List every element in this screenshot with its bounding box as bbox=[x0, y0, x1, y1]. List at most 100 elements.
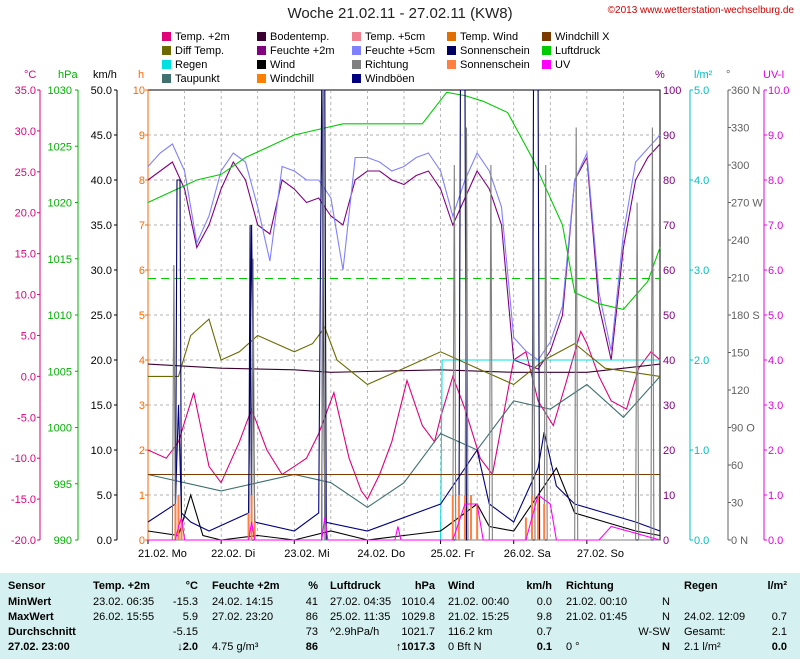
table-header: Wind bbox=[448, 580, 475, 592]
legend-item: Windchill bbox=[257, 73, 314, 85]
temp-tick-label: -5.0 bbox=[17, 412, 36, 424]
legend-label: Regen bbox=[175, 59, 208, 71]
legend-item: Windböen bbox=[352, 73, 415, 85]
legend-label: Feuchte +5cm bbox=[365, 45, 436, 57]
uv-tick-label: 4.0 bbox=[768, 355, 783, 367]
table-header: Luftdruck bbox=[330, 580, 381, 592]
table-row-label: 27.02. 23:00 bbox=[8, 641, 70, 653]
sun-tick-label: 1 bbox=[139, 490, 145, 502]
legend-item: Richtung bbox=[352, 59, 408, 71]
legend-label: Luftdruck bbox=[555, 45, 601, 57]
legend-item: Sonnenschein bbox=[447, 45, 530, 57]
temp-tick-label: -20.0 bbox=[11, 535, 36, 547]
table-cell: ↓2.0 bbox=[177, 641, 198, 653]
table-header: l/m² bbox=[767, 580, 787, 592]
sun-tick-label: 5 bbox=[139, 310, 145, 322]
table-cell: 86 bbox=[305, 641, 318, 653]
wind-tick-label: 45.0 bbox=[91, 130, 112, 142]
legend-label: Temp. Wind bbox=[460, 31, 519, 43]
series-richtung bbox=[148, 89, 660, 541]
copyright-text: ©2013 www.wetterstation-wechselburg.de bbox=[607, 5, 794, 16]
humidity-tick-label: 50 bbox=[663, 310, 675, 322]
pressure-axis-unit: hPa bbox=[58, 69, 78, 81]
direction-tick-label: 240 bbox=[731, 235, 749, 247]
sunshine-bar bbox=[463, 495, 466, 540]
direction-tick-label: 30 bbox=[731, 498, 743, 510]
x-tick-label: 23.02. Mi bbox=[284, 548, 329, 560]
rain-tick-label: 5.0 bbox=[694, 85, 709, 97]
legend-item: Bodentemp. bbox=[257, 31, 329, 43]
legend-label: Temp. +5cm bbox=[365, 31, 426, 43]
series-bodentemp bbox=[147, 363, 661, 373]
uv-tick-label: 5.0 bbox=[768, 310, 783, 322]
temp-tick-label: -10.0 bbox=[11, 453, 36, 465]
table-row-label: Durchschnitt bbox=[8, 626, 76, 638]
wind-tick-label: 25.0 bbox=[91, 310, 112, 322]
sunshine-bar bbox=[543, 504, 546, 540]
pressure-tick-label: 1030 bbox=[48, 85, 72, 97]
temp-tick-label: 25.0 bbox=[15, 167, 36, 179]
table-cell: 21.02. 15:25 bbox=[448, 611, 510, 623]
table-cell: N bbox=[662, 596, 670, 608]
uv-tick-label: 2.0 bbox=[768, 445, 783, 457]
table-cell: 24.02. 14:15 bbox=[212, 596, 274, 608]
rain-tick-label: 0.0 bbox=[694, 535, 709, 547]
table-header: °C bbox=[185, 580, 198, 592]
series-windb-en bbox=[147, 89, 661, 532]
pressure-tick-label: 1015 bbox=[48, 254, 72, 266]
sun-tick-label: 3 bbox=[139, 400, 145, 412]
direction-tick-label: 360 N bbox=[731, 85, 760, 97]
uv-tick-label: 6.0 bbox=[768, 265, 783, 277]
direction-tick-label: 180 S bbox=[731, 310, 760, 322]
humidity-tick-label: 60 bbox=[663, 265, 675, 277]
sun-tick-label: 8 bbox=[139, 175, 145, 187]
table-cell: 41 bbox=[305, 596, 318, 608]
sunshine-bar bbox=[253, 522, 256, 540]
direction-tick-label: 330 bbox=[731, 123, 749, 135]
legend-label: Sonnenschein bbox=[460, 45, 530, 57]
legend-swatch bbox=[447, 32, 456, 41]
wind-tick-label: 40.0 bbox=[91, 175, 112, 187]
table-cell: 0.0 bbox=[771, 641, 787, 653]
temp-tick-label: 0.0 bbox=[21, 371, 36, 383]
pressure-tick-label: 1025 bbox=[48, 141, 72, 153]
table-cell: 2.1 l/m² bbox=[684, 641, 721, 653]
table-cell: 5.9 bbox=[182, 611, 198, 623]
wind-axis-unit: km/h bbox=[93, 69, 117, 81]
legend-item: Temp. Wind bbox=[447, 31, 518, 43]
sunshine-bar bbox=[451, 495, 454, 540]
table-cell: -5.15 bbox=[172, 626, 198, 638]
table-header: Feuchte +2m bbox=[212, 580, 280, 592]
pressure-tick-label: 1020 bbox=[48, 198, 72, 210]
table-cell: N bbox=[662, 611, 670, 623]
wind-tick-label: 15.0 bbox=[91, 400, 112, 412]
sunshine-bar bbox=[250, 495, 253, 540]
legend-swatch bbox=[162, 60, 171, 69]
temp-tick-label: -15.0 bbox=[11, 494, 36, 506]
legend-label: Windböen bbox=[365, 73, 415, 85]
direction-tick-label: 90 O bbox=[731, 423, 755, 435]
legend-item: Temp. +2m bbox=[162, 31, 230, 43]
temp-tick-label: 30.0 bbox=[15, 126, 36, 138]
sun-axis-unit: h bbox=[138, 69, 144, 81]
pressure-tick-label: 1010 bbox=[48, 310, 72, 322]
uv-axis-unit: UV-I bbox=[763, 69, 784, 81]
table-cell: 4.75 g/m³ bbox=[212, 641, 259, 653]
legend-swatch bbox=[162, 74, 171, 83]
table-cell: 0 ° bbox=[566, 641, 580, 653]
legend-swatch bbox=[447, 46, 456, 55]
humidity-axis-unit: % bbox=[655, 69, 665, 81]
sunshine-bar bbox=[457, 495, 460, 540]
x-tick-label: 24.02. Do bbox=[357, 548, 405, 560]
rain-tick-label: 1.0 bbox=[694, 445, 709, 457]
rain-tick-label: 4.0 bbox=[694, 175, 709, 187]
temp-axis-unit: °C bbox=[24, 69, 36, 81]
table-cell: N bbox=[662, 641, 670, 653]
table-cell: 0.0 bbox=[536, 596, 552, 608]
legend-swatch bbox=[542, 46, 551, 55]
pressure-tick-label: 990 bbox=[54, 535, 72, 547]
legend-item: Luftdruck bbox=[542, 45, 600, 57]
table-cell: 86 bbox=[305, 611, 318, 623]
humidity-tick-label: 70 bbox=[663, 220, 675, 232]
humidity-tick-label: 40 bbox=[663, 355, 675, 367]
